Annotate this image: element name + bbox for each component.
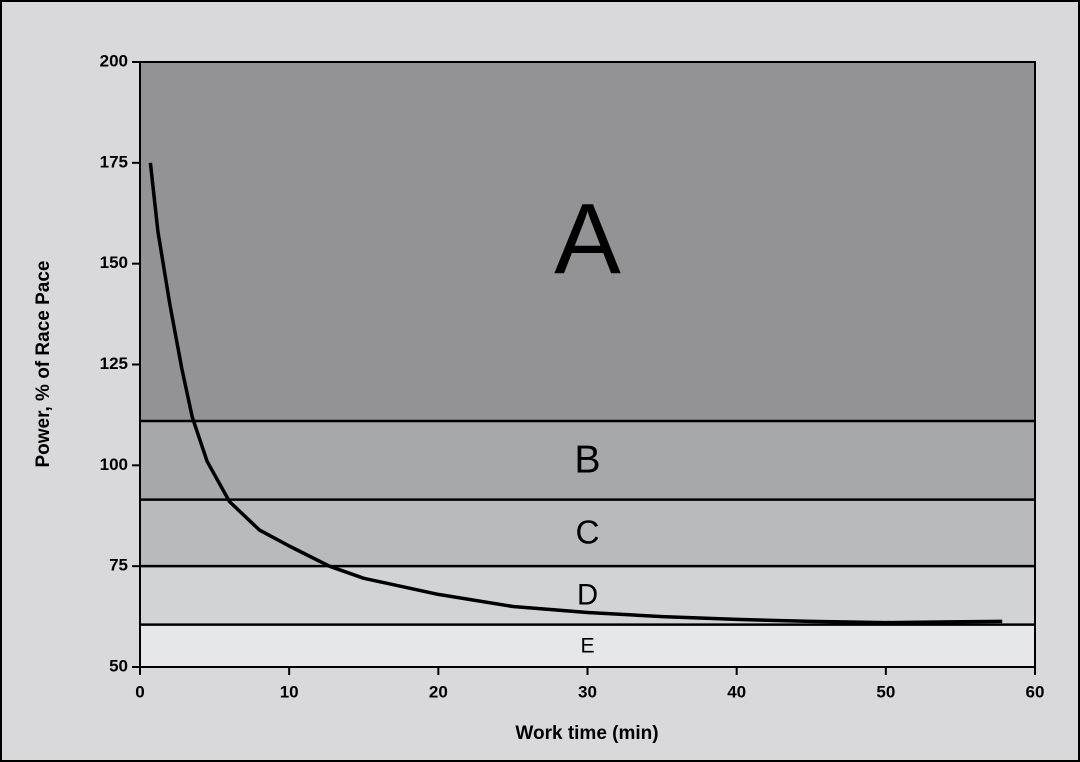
band [140, 420, 1035, 500]
y-tick-label: 125 [100, 354, 128, 373]
x-tick-label: 0 [135, 682, 144, 701]
x-tick-label: 40 [727, 682, 746, 701]
y-axis-label: Power, % of Race Pace [33, 261, 54, 468]
x-tick-label: 50 [876, 682, 895, 701]
band [140, 566, 1035, 625]
band-label: A [554, 183, 621, 295]
band [140, 624, 1035, 667]
x-tick-label: 10 [280, 682, 299, 701]
curve [148, 162, 1003, 625]
x-tick-label: 20 [429, 682, 448, 701]
y-tick-label: 100 [100, 455, 128, 474]
y-tick-label: 50 [109, 656, 128, 675]
band-label: D [577, 580, 598, 612]
band [140, 499, 1035, 567]
band [140, 62, 1035, 421]
y-tick-label: 150 [100, 253, 128, 272]
x-axis-label: Work time (min) [515, 723, 658, 744]
x-tick-label: 30 [578, 682, 597, 701]
band-label: C [575, 514, 599, 551]
y-tick-label: 175 [100, 152, 128, 171]
y-tick-label: 75 [109, 556, 128, 575]
y-tick-label: 200 [100, 51, 128, 70]
band-label: B [574, 438, 600, 482]
band-label: E [580, 634, 594, 657]
x-tick-label: 60 [1026, 682, 1045, 701]
